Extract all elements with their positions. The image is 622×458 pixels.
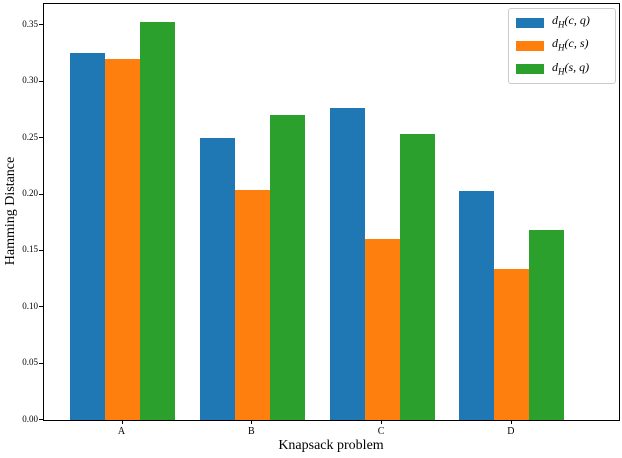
y-tick-mark [39,249,43,251]
bar-A-series-0 [70,52,105,420]
bar-A-series-2 [140,22,175,420]
x-tick-label-B: B [247,426,255,437]
bar-D-series-1 [494,268,530,420]
y-tick-mark [39,80,43,82]
x-axis-label: Knapsack problem [278,438,384,453]
y-tick-mark [39,362,43,364]
x-tick-mark [121,420,123,424]
x-tick-mark [510,420,512,424]
x-tick-mark [381,420,383,424]
legend-swatch-2 [516,64,544,75]
legend-label-1: dH(c, s) [552,36,589,53]
legend: dH(c, q) dH(c, s) dH(s, q) [508,8,616,85]
legend-label-0: dH(c, q) [552,13,590,30]
y-tick-label: 0.30 [22,75,38,86]
bar-C-series-2 [399,133,435,420]
bar-C-series-0 [329,107,365,420]
legend-swatch-1 [516,41,544,52]
legend-item-2: dH(s, q) [516,59,608,78]
y-tick-label: 0.20 [22,188,38,199]
bar-D-series-0 [459,191,495,420]
legend-label-2: dH(s, q) [552,59,590,77]
x-tick-label-D: D [507,426,515,437]
bar-D-series-2 [529,229,565,420]
y-tick-mark [39,419,43,420]
bar-A-series-1 [105,59,140,420]
bar-C-series-1 [364,238,400,420]
y-tick-label: 0.00 [22,413,38,424]
y-tick-label: 0.35 [22,18,38,29]
bar-B-series-0 [199,138,235,420]
y-tick-mark [39,306,43,308]
legend-swatch-0 [516,17,544,28]
y-tick-mark [39,24,43,26]
bar-B-series-2 [269,114,305,420]
y-tick-label: 0.25 [22,131,38,142]
x-tick-mark [251,420,253,424]
bar-B-series-1 [234,190,270,420]
y-tick-label: 0.05 [22,357,38,368]
legend-item-1: dH(c, s) [516,37,608,54]
y-tick-label: 0.10 [22,300,38,311]
legend-item-0: dH(c, q) [516,14,608,31]
x-tick-label-A: A [117,426,126,437]
y-tick-mark [39,193,43,195]
y-tick-label: 0.15 [22,244,38,255]
y-tick-mark [39,137,43,139]
x-tick-label-C: C [377,426,385,437]
